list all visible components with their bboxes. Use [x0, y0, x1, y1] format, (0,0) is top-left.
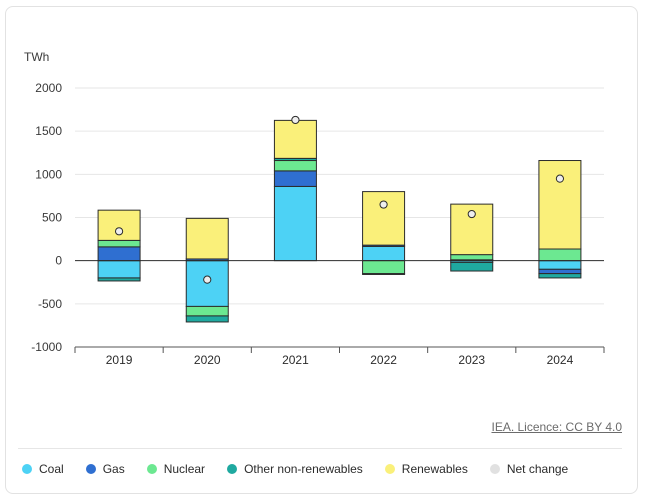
bar-coal	[362, 245, 406, 262]
x-tick-label: 2021	[282, 353, 309, 367]
bar-nuclear	[97, 239, 141, 248]
bar-other-non-renewables	[185, 315, 229, 323]
bar-coal	[538, 260, 582, 270]
x-tick-label: 2019	[106, 353, 133, 367]
y-tick-label: 1500	[35, 124, 62, 138]
bar-other-non-renewables	[450, 261, 494, 272]
net-change-dot-icon	[489, 464, 500, 474]
bar-other-non-renewables	[538, 273, 582, 279]
bar-gas	[273, 170, 317, 187]
bar-nuclear	[450, 254, 494, 261]
nuclear-dot-icon	[146, 464, 157, 474]
legend: Coal Gas Nuclear Other non-renewables Re…	[22, 462, 568, 476]
net-change-marker	[291, 115, 300, 125]
y-tick-label: 1000	[35, 167, 62, 181]
net-change-marker	[467, 209, 476, 219]
bar-nuclear	[538, 248, 582, 262]
legend-label-gas: Gas	[102, 462, 125, 476]
legend-item-other-non-renewables[interactable]: Other non-renewables	[227, 462, 363, 476]
legend-label-renewables: Renewables	[401, 462, 468, 476]
bar-renewables	[362, 191, 406, 246]
bar-gas	[97, 246, 141, 262]
y-tick-label: 500	[42, 211, 62, 225]
legend-label-net-change: Net change	[506, 462, 569, 476]
legend-item-nuclear[interactable]: Nuclear	[146, 462, 206, 476]
legend-label-nuclear: Nuclear	[163, 462, 206, 476]
legend-item-coal[interactable]: Coal	[22, 462, 64, 476]
bar-other-non-renewables	[97, 277, 141, 282]
bar-nuclear	[362, 260, 406, 275]
other-dot-icon	[227, 464, 238, 474]
y-tick-label: -500	[38, 297, 62, 311]
x-tick-label: 2023	[458, 353, 485, 367]
x-tick-label: 2020	[194, 353, 221, 367]
legend-label-coal: Coal	[39, 462, 64, 476]
bar-renewables	[185, 217, 229, 260]
coal-dot-icon	[22, 464, 32, 474]
legend-divider	[18, 448, 622, 449]
legend-item-renewables[interactable]: Renewables	[384, 462, 468, 476]
renewables-dot-icon	[384, 464, 395, 474]
bar-renewables	[97, 209, 141, 241]
legend-item-net-change[interactable]: Net change	[489, 462, 569, 476]
gas-dot-icon	[85, 464, 96, 474]
source-link[interactable]: IEA. Licence: CC BY 4.0	[491, 420, 622, 434]
bar-nuclear	[185, 305, 229, 317]
net-change-marker	[114, 227, 124, 236]
bar-nuclear	[273, 160, 317, 172]
net-change-marker	[555, 174, 565, 183]
net-change-marker	[203, 275, 212, 284]
bar-renewables	[538, 160, 582, 250]
x-tick-label: 2024	[547, 353, 574, 367]
bar-other-non-renewables	[362, 273, 406, 275]
net-change-marker	[379, 200, 388, 209]
bar-coal	[97, 260, 141, 279]
legend-item-gas[interactable]: Gas	[85, 462, 125, 476]
legend-label-other-non-renewables: Other non-renewables	[244, 462, 363, 476]
bar-renewables	[273, 119, 317, 159]
y-tick-label: -1000	[31, 340, 62, 354]
x-tick-label: 2022	[370, 353, 397, 367]
y-tick-label: 2000	[35, 81, 62, 95]
y-tick-label: 0	[55, 254, 62, 268]
y-axis-unit: TWh	[24, 50, 50, 64]
bar-gas	[538, 268, 582, 275]
bar-coal	[273, 185, 317, 262]
